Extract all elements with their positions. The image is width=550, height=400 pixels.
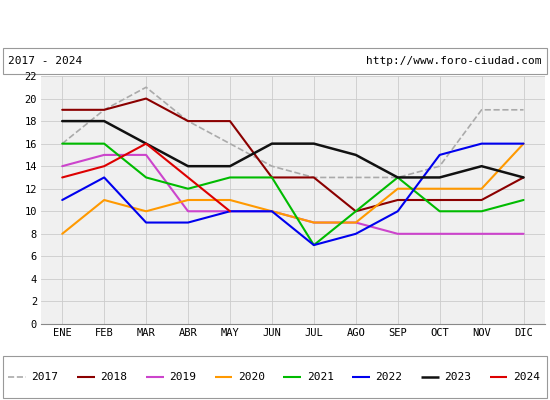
Text: 2018: 2018 [101,372,128,382]
FancyBboxPatch shape [3,48,547,74]
Text: 2019: 2019 [169,372,196,382]
Text: 2022: 2022 [375,372,403,382]
Text: http://www.foro-ciudad.com: http://www.foro-ciudad.com [366,56,542,66]
Text: Evolucion del paro registrado en Bohoyo: Evolucion del paro registrado en Bohoyo [126,16,424,30]
Text: 2017 - 2024: 2017 - 2024 [8,56,82,66]
Text: 2023: 2023 [444,372,471,382]
Text: 2020: 2020 [238,372,265,382]
Text: 2024: 2024 [513,372,540,382]
Text: 2021: 2021 [307,372,334,382]
FancyBboxPatch shape [3,356,547,398]
Text: 2017: 2017 [32,372,59,382]
